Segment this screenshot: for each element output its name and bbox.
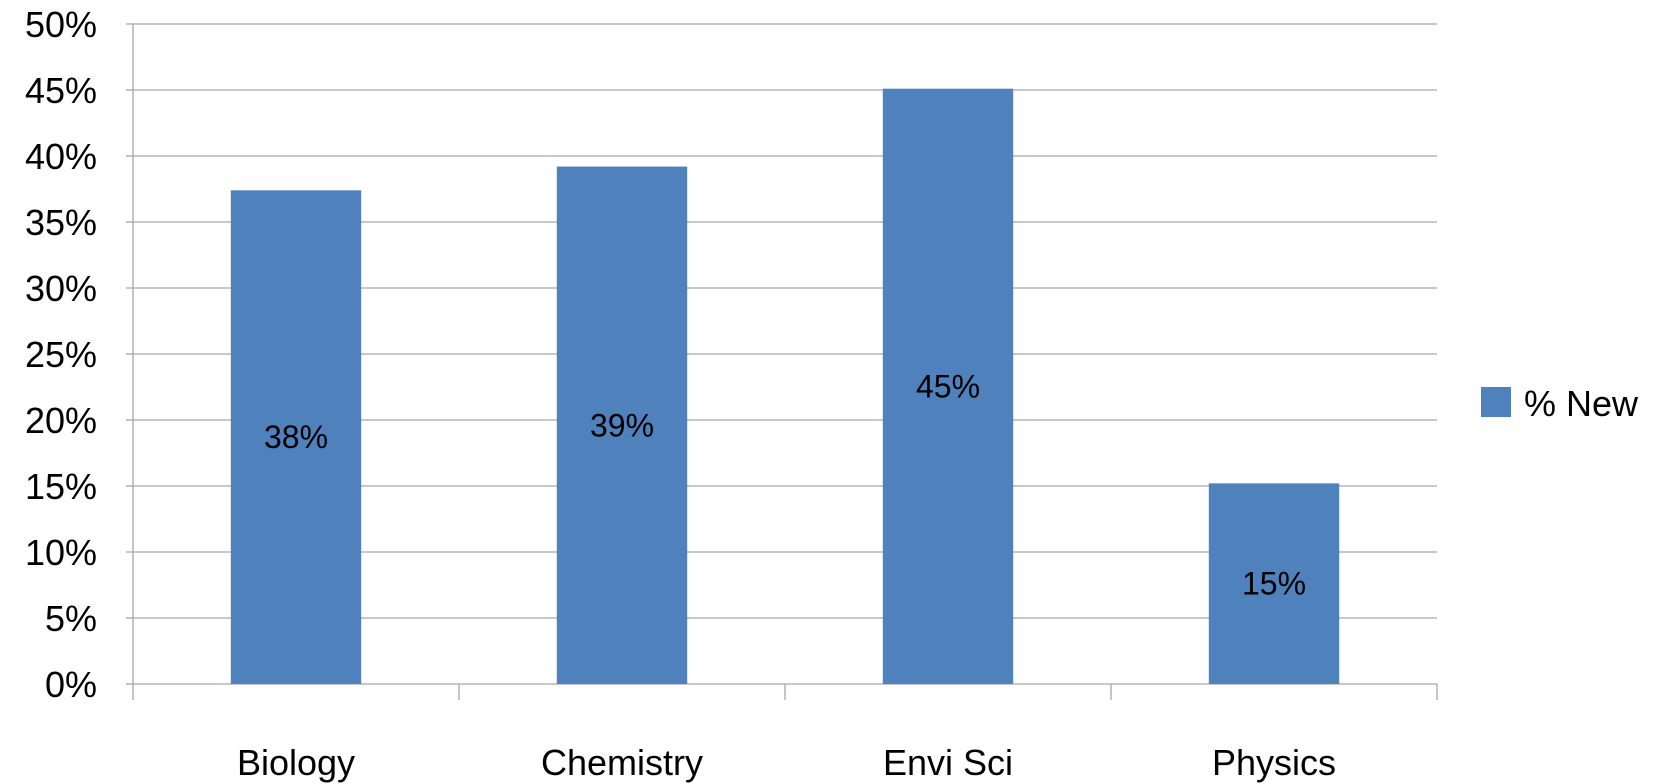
y-tick-label: 30% [25,268,97,309]
data-label: 39% [590,407,654,443]
legend-swatch [1481,387,1511,417]
y-tick-label: 10% [25,532,97,573]
legend: % New [1481,383,1639,424]
data-label: 15% [1242,566,1306,602]
legend-label: % New [1524,383,1639,424]
data-labels: 38% 39% 45% 15% [264,368,1306,601]
x-category-label: Chemistry [541,742,703,783]
y-tick-label: 5% [45,598,97,639]
y-tick-label: 45% [25,70,97,111]
y-tick-label: 35% [25,202,97,243]
category-labels: Biology Chemistry Envi Sci Physics [237,742,1336,783]
x-category-label: Biology [237,742,355,783]
x-category-label: Envi Sci [883,742,1013,783]
y-tick-label: 20% [25,400,97,441]
y-tick-label: 25% [25,334,97,375]
x-category-label: Physics [1212,742,1336,783]
data-label: 45% [916,368,980,404]
y-tick-label: 0% [45,664,97,705]
y-tick-label: 50% [25,4,97,45]
y-tick-label: 15% [25,466,97,507]
y-tick-label: 40% [25,136,97,177]
bars [231,89,1339,684]
y-tick-labels: 0% 5% 10% 15% 20% 25% 30% 35% 40% 45% 50% [25,4,97,705]
data-label: 38% [264,419,328,455]
